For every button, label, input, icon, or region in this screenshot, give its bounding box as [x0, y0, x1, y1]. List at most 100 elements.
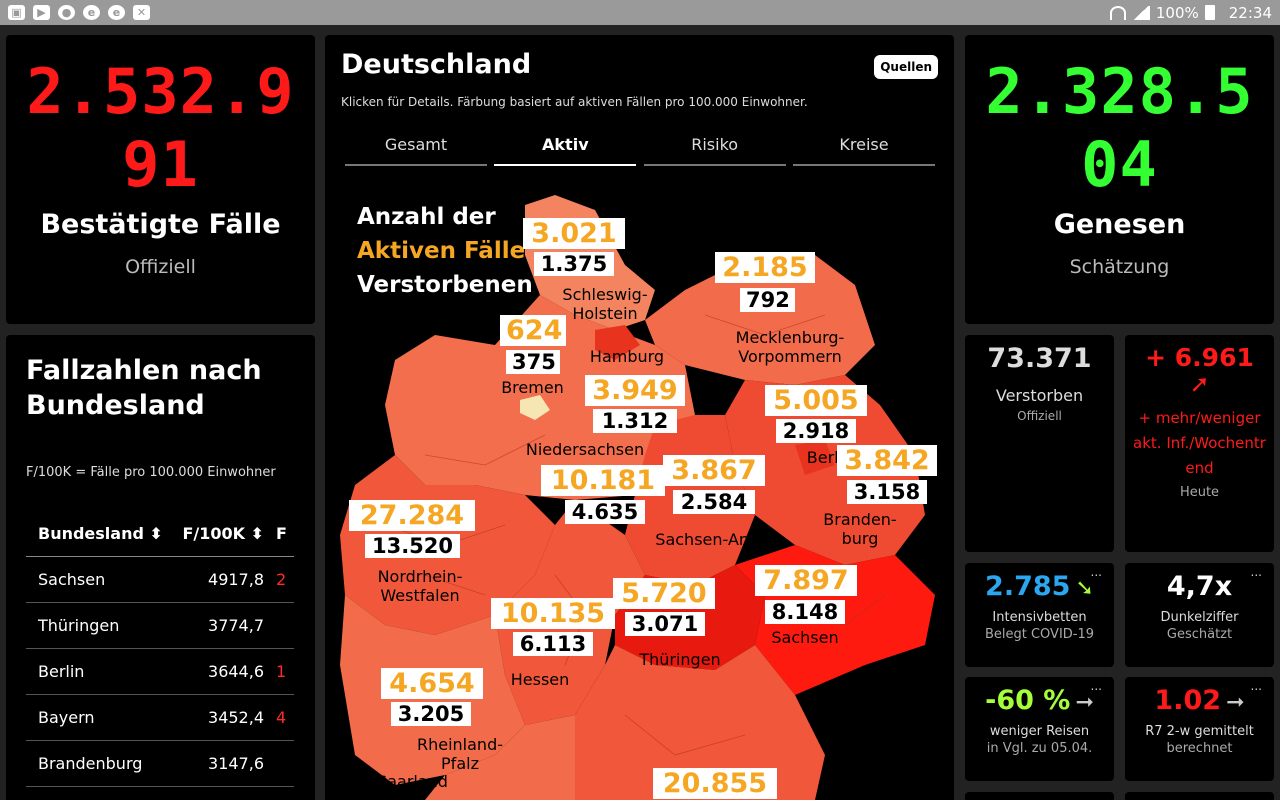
- state-label-text: Rheinland- Pfalz: [416, 735, 503, 773]
- header-f100k[interactable]: F/100K ⬍: [166, 524, 276, 543]
- more-icon[interactable]: ...: [1250, 679, 1262, 693]
- gallery-icon: ▣: [8, 5, 25, 20]
- label-deaths: 6.113: [513, 632, 593, 656]
- row-name: Bayern: [38, 708, 95, 727]
- tab-gesamt[interactable]: Gesamt: [345, 135, 487, 166]
- icu-value: 2.785: [985, 571, 1071, 602]
- dark-value: 4,7x: [1166, 571, 1233, 602]
- row-value: 4917,8: [208, 570, 264, 589]
- trend-up-icon: ➚: [1189, 370, 1210, 398]
- state-bremen[interactable]: [520, 395, 550, 420]
- row-value: 3774,7: [208, 616, 264, 635]
- label-active: 10.135: [491, 598, 615, 629]
- travel-row: -60 % ➞: [965, 685, 1114, 716]
- label-deaths: 13.520: [365, 534, 460, 558]
- more-icon[interactable]: ...: [1090, 565, 1102, 579]
- state-label: Nordrhein- Westfalen: [365, 567, 475, 605]
- dark-sub: Geschätzt: [1166, 627, 1233, 642]
- row-extra: 2: [276, 570, 287, 589]
- label-active: 20.855: [653, 768, 777, 799]
- state-label: Niedersachsen: [525, 440, 645, 459]
- state-mecklenburg-vorpommern[interactable]: [645, 255, 875, 385]
- legend-line3: Verstorbenen: [357, 272, 533, 298]
- label-active: 2.185: [715, 252, 815, 283]
- table-title-line2: Bundesland: [26, 390, 205, 421]
- r-value-card[interactable]: ... 1.02 ➞ R7 2-w gemittelt berechnet: [1125, 677, 1274, 781]
- state-label: Thüringen: [639, 650, 721, 669]
- state-label: Saarland: [377, 772, 448, 791]
- header-f100k-label: F/100K: [182, 524, 246, 543]
- recovered-title: Genesen: [1053, 209, 1186, 240]
- confirmed-cases-card: 2.532.9 91 Bestätigte Fälle Offiziell: [6, 35, 315, 324]
- icu-card[interactable]: ... 2.785 ➘ Intensivbetten Belegt COVID-…: [965, 563, 1114, 667]
- partial-card[interactable]: [1125, 792, 1274, 800]
- table-row[interactable]: Berlin 3644,6 1: [26, 649, 294, 695]
- confirmed-number-line1: 2.532.9: [26, 55, 295, 128]
- signal-icon: [1131, 5, 1150, 20]
- label-deaths: 3.158: [847, 480, 927, 504]
- recovered-card: 2.328.5 04 Genesen Schätzung: [965, 35, 1274, 324]
- label-deaths: 1.312: [593, 409, 677, 433]
- table-title-line1: Fallzahlen nach: [26, 355, 262, 386]
- row-name: Thüringen: [38, 616, 120, 635]
- state-label: Schleswig- Holstein: [555, 285, 655, 323]
- state-label: Mecklenburg- Vorpommern: [715, 328, 865, 366]
- deaths-card[interactable]: 73.371 Verstorben Offiziell: [965, 335, 1114, 552]
- label-deaths: 792: [740, 288, 795, 312]
- label-deaths: 2.918: [776, 419, 856, 443]
- row-extra: 4: [276, 708, 287, 727]
- tab-risiko[interactable]: Risiko: [643, 135, 786, 166]
- state-label-text: Nordrhein- Westfalen: [377, 567, 463, 605]
- state-hamburg[interactable]: [595, 325, 640, 360]
- row-name: Berlin: [38, 662, 85, 681]
- label-active: 10.181: [541, 465, 665, 496]
- battery-icon: [1204, 5, 1215, 20]
- tab-aktiv[interactable]: Aktiv: [494, 135, 637, 166]
- dark-figure-card[interactable]: ... 4,7x Dunkelziffer Geschätzt: [1125, 563, 1274, 667]
- state-berlin[interactable]: [795, 440, 835, 475]
- state-table-card: Fallzahlen nach Bundesland F/100K = Fäll…: [6, 335, 315, 800]
- tab-kreise[interactable]: Kreise: [792, 135, 935, 166]
- table-note: F/100K = Fälle pro 100.000 Einwohner: [26, 465, 276, 480]
- row-value: 3452,4: [208, 708, 264, 727]
- map-subtitle: Klicken für Details. Färbung basiert auf…: [341, 95, 808, 109]
- r-label: R7 2-w gemittelt: [1145, 724, 1254, 739]
- state-baden-wuerttemberg[interactable]: [425, 715, 575, 800]
- more-icon[interactable]: ...: [1250, 565, 1262, 579]
- icu-sub: Belegt COVID-19: [984, 627, 1095, 642]
- header-bundesland-label: Bundesland: [38, 524, 144, 543]
- tools-icon: ✕: [133, 5, 150, 20]
- state-bayern[interactable]: [575, 645, 825, 800]
- table-row[interactable]: Sachsen 4917,8 2: [26, 557, 294, 603]
- wifi-icon: [1109, 5, 1126, 20]
- deaths-label: Verstorben: [995, 386, 1084, 405]
- partial-card[interactable]: [965, 792, 1114, 800]
- table-row[interactable]: Thüringen 3774,7: [26, 603, 294, 649]
- state-brandenburg[interactable]: [725, 375, 925, 565]
- arrow-down-right-icon: ➘: [1075, 576, 1094, 601]
- header-bundesland[interactable]: Bundesland ⬍: [26, 524, 166, 543]
- sources-button[interactable]: Quellen: [874, 55, 938, 79]
- status-bar: ▣ ▶ ● e e ✕ 100% 22:34: [0, 0, 1280, 25]
- state-label: Bremen: [501, 378, 564, 397]
- row-value: 3147,6: [208, 754, 264, 773]
- r-row: 1.02 ➞: [1125, 685, 1274, 716]
- label-active: 27.284: [349, 500, 475, 531]
- travel-card[interactable]: ... -60 % ➞ weniger Reisen in Vgl. zu 05…: [965, 677, 1114, 781]
- icu-label: Intensivbetten: [992, 610, 1087, 625]
- table-row[interactable]: Brandenburg 3147,6: [26, 741, 294, 787]
- table-row[interactable]: Bayern 3452,4 4: [26, 695, 294, 741]
- confirmed-subtitle: Offiziell: [125, 256, 196, 278]
- legend-line1: Anzahl der: [357, 204, 496, 230]
- trend-card[interactable]: + 6.961 ➚ + mehr/weniger akt. Inf./Woche…: [1125, 335, 1274, 552]
- label-deaths: 1.375: [534, 252, 614, 276]
- header-f[interactable]: F: [276, 524, 287, 543]
- state-label: Branden- burg: [815, 510, 905, 548]
- map-legend: Anzahl der Aktiven Fälle Verstorbenen: [357, 200, 533, 302]
- label-active: 3.949: [585, 375, 685, 406]
- state-label: Hessen: [510, 670, 570, 689]
- label-deaths: 3.071: [625, 612, 705, 636]
- recovered-number-line1: 2.328.5: [985, 55, 1254, 128]
- deaths-value: 73.371: [987, 343, 1092, 374]
- more-icon[interactable]: ...: [1090, 679, 1102, 693]
